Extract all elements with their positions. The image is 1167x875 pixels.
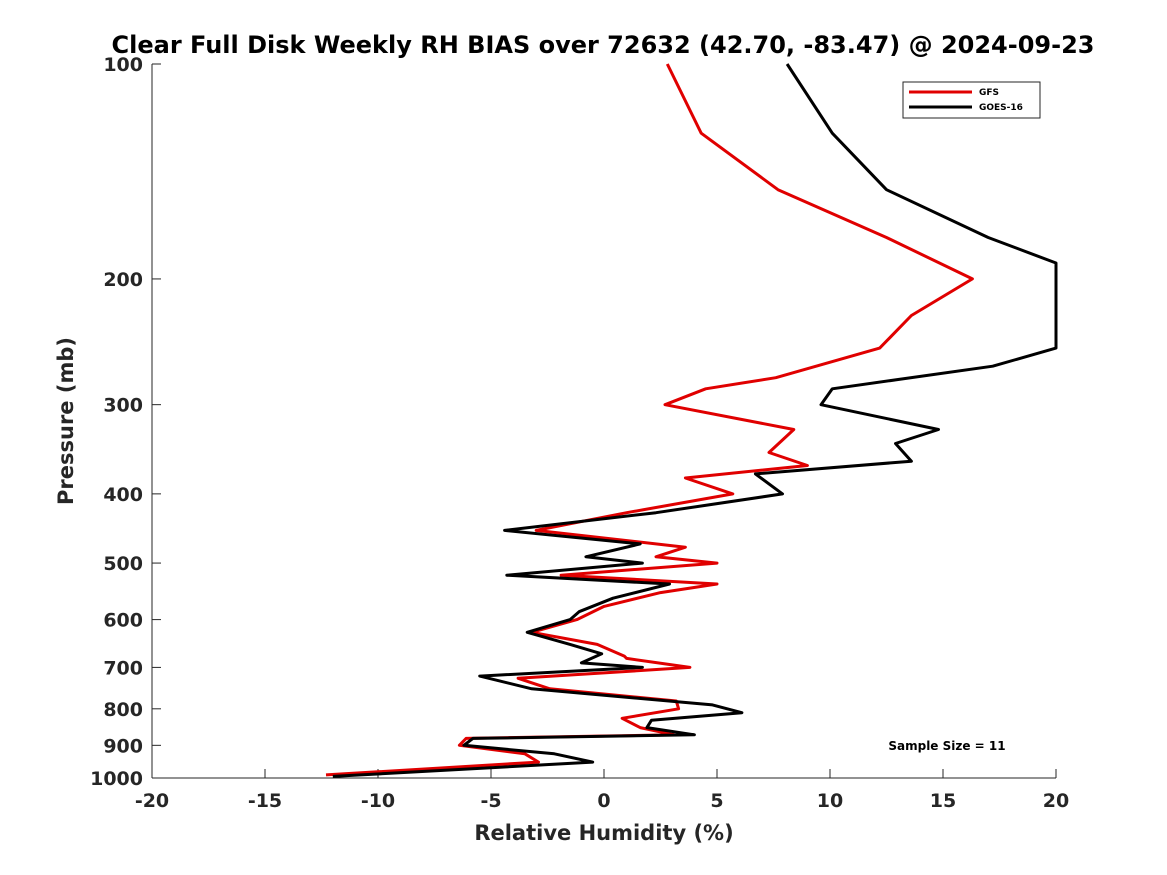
y-tick-label: 900	[103, 735, 143, 757]
y-tick-label: 400	[103, 484, 143, 506]
y-axis-ticks: 100 200 300 400 500 600 700 800 900 1000	[90, 54, 161, 790]
y-tick-label: 500	[103, 553, 143, 575]
x-axis-ticks: -20 -15 -10 -5 0 5 10 15 20	[135, 769, 1069, 812]
sample-size-annotation: Sample Size = 11	[888, 739, 1005, 753]
y-tick-label: 1000	[90, 768, 143, 790]
series-layer	[325, 63, 1058, 778]
x-axis-label: Relative Humidity (%)	[474, 821, 733, 845]
y-tick-label: 200	[103, 269, 143, 291]
series-line-gfs	[325, 63, 974, 777]
x-tick-label: -20	[135, 790, 169, 812]
legend-label-gfs: GFS	[979, 88, 999, 98]
x-tick-label: 15	[930, 790, 956, 812]
y-tick-label: 100	[103, 54, 143, 76]
x-tick-label: -10	[361, 790, 395, 812]
series-line-goes16	[332, 63, 1058, 778]
x-tick-label: 10	[817, 790, 843, 812]
legend-box	[902, 81, 1041, 119]
y-tick-label: 300	[103, 395, 143, 417]
y-tick-label: 800	[103, 699, 143, 721]
x-tick-label: -15	[248, 790, 282, 812]
legend: GFS GOES-16	[902, 81, 1041, 119]
chart-title: Clear Full Disk Weekly RH BIAS over 7263…	[112, 31, 1095, 59]
x-tick-label: 0	[597, 790, 610, 812]
x-tick-label: 20	[1043, 790, 1069, 812]
legend-label-goes16: GOES-16	[979, 103, 1023, 113]
x-tick-label: -5	[480, 790, 501, 812]
x-tick-label: 5	[710, 790, 723, 812]
y-tick-label: 700	[103, 657, 143, 679]
y-tick-label: 600	[103, 610, 143, 632]
y-axis-label: Pressure (mb)	[54, 337, 78, 505]
